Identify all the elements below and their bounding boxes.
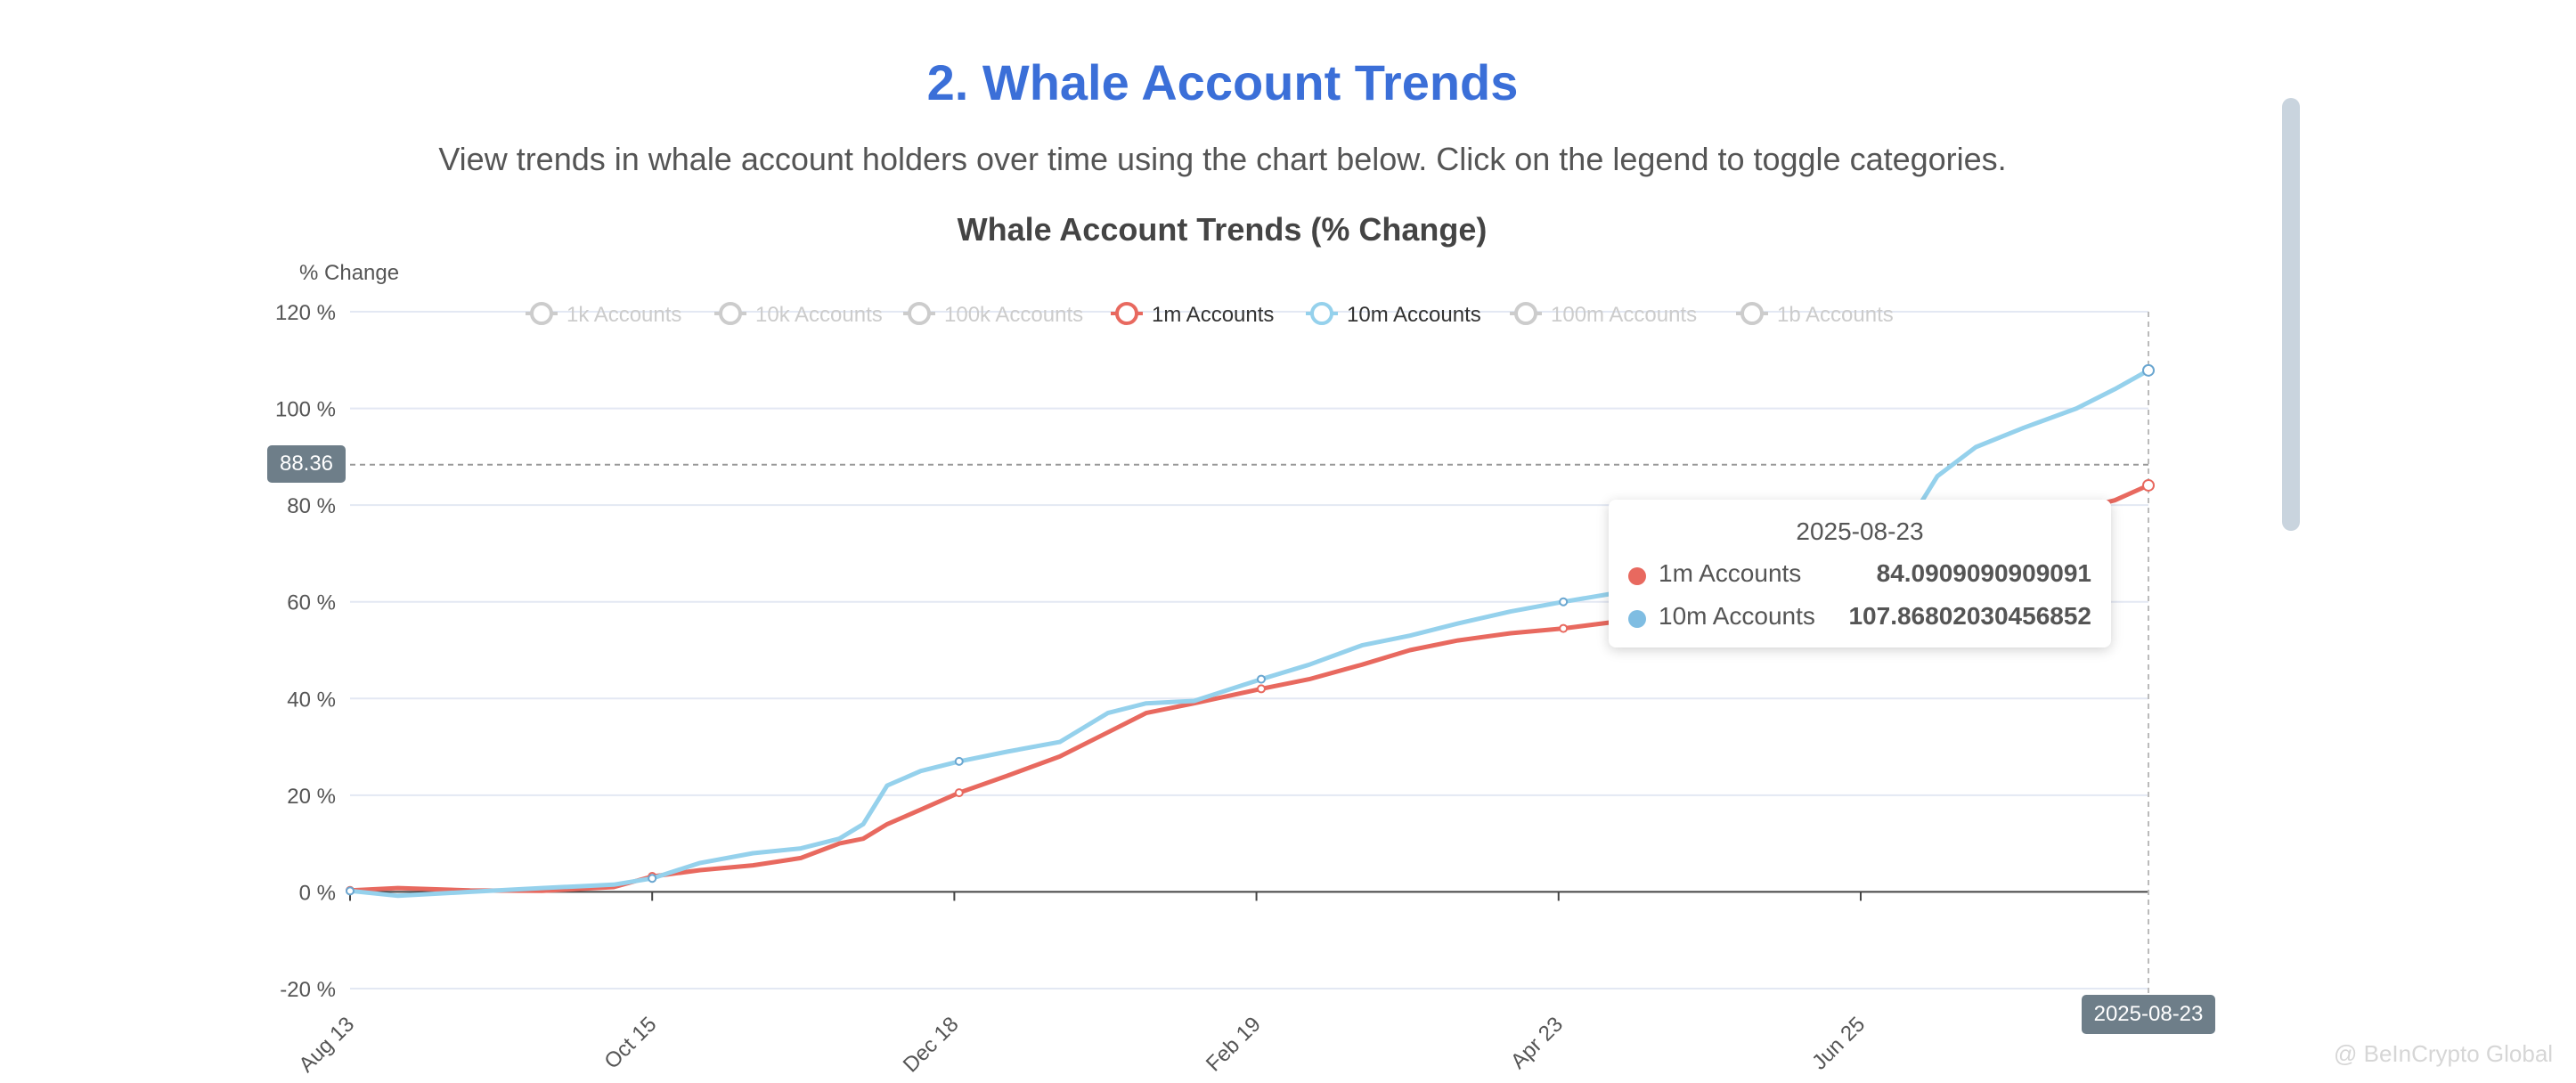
y-tick-label: 100 % (275, 398, 336, 422)
data-point (1559, 623, 1569, 633)
tooltip-row-10m: 10m Accounts 107.86802030456852 (1628, 602, 2091, 632)
data-point (346, 886, 355, 896)
legend-label: 100k Accounts (944, 303, 1083, 327)
data-point (2142, 478, 2155, 492)
tooltip-series-name: 10m Accounts (1659, 602, 1815, 630)
x-tick-label: Apr 23 (1506, 1013, 1568, 1074)
x-tick-label: Oct 15 (599, 1013, 661, 1074)
data-point (1559, 597, 1569, 607)
y-axis-label: % Change (299, 261, 399, 285)
x-tick-label: Feb 19 (1202, 1013, 1266, 1077)
data-point (648, 874, 657, 884)
legend-label: 100m Accounts (1551, 303, 1697, 327)
legend-label: 10m Accounts (1347, 303, 1481, 327)
legend-marker-icon (1740, 302, 1764, 325)
y-tick-label: 40 % (287, 688, 336, 712)
data-point (954, 788, 964, 798)
tooltip-date: 2025-08-23 (1796, 517, 1924, 545)
data-tooltip: 2025-08-23 1m Accounts 84.0909090909091 … (1609, 500, 2111, 647)
red-dot-icon (1628, 567, 1646, 585)
y-tick-label: 20 % (287, 785, 336, 809)
tooltip-series-name: 1m Accounts (1659, 559, 1802, 587)
section-title: 2. Whale Account Trends (926, 54, 1519, 110)
legend-item[interactable]: 10k Accounts (714, 302, 883, 327)
legend-item[interactable]: 100k Accounts (903, 302, 1083, 327)
legend-label: 1b Accounts (1777, 303, 1894, 327)
legend-item[interactable]: 1b Accounts (1736, 302, 1894, 327)
legend-marker-icon (908, 302, 931, 325)
legend-item[interactable]: 100m Accounts (1510, 302, 1697, 327)
y-tick-label: 0 % (299, 881, 336, 905)
tooltip-series-value: 107.86802030456852 (1848, 602, 2091, 630)
x-tick-label: Jun 25 (1807, 1013, 1870, 1075)
x-tick-label: Dec 18 (899, 1013, 964, 1078)
legend-marker-icon (530, 302, 553, 325)
legend-marker-icon (1310, 302, 1333, 325)
legend-label: 1m Accounts (1152, 303, 1274, 327)
tooltip-series-value: 84.0909090909091 (1876, 559, 2091, 587)
crosshair-y-value: 88.36 (267, 445, 346, 483)
y-tick-label: 80 % (287, 494, 336, 518)
legend-marker-icon (1115, 302, 1138, 325)
y-tick-label: -20 % (280, 978, 336, 1002)
crosshair-x-value: 2025-08-23 (2082, 995, 2215, 1034)
data-point (954, 756, 964, 766)
legend-label: 10k Accounts (755, 303, 883, 327)
chart-title: Whale Account Trends (% Change) (958, 211, 1488, 248)
watermark: @ BeInCrypto Global (2334, 1040, 2554, 1067)
data-point (2142, 363, 2155, 377)
section-description: View trends in whale account holders ove… (438, 141, 2007, 177)
legend-marker-icon (719, 302, 742, 325)
blue-dot-icon (1628, 610, 1646, 628)
legend-item[interactable]: 10m Accounts (1306, 302, 1481, 327)
legend-label: 1k Accounts (567, 303, 681, 327)
y-tick-label: 60 % (287, 591, 336, 615)
legend-item[interactable]: 1k Accounts (526, 302, 681, 327)
legend-marker-icon (1514, 302, 1537, 325)
tooltip-row-1m: 1m Accounts 84.0909090909091 (1628, 559, 2091, 590)
legend-item[interactable]: 1m Accounts (1111, 302, 1274, 327)
data-point (1256, 684, 1266, 694)
data-point (1256, 674, 1266, 684)
y-tick-label: 120 % (275, 301, 336, 325)
x-tick-label: Aug 13 (294, 1013, 359, 1078)
vertical-scrollbar[interactable] (2282, 98, 2300, 531)
